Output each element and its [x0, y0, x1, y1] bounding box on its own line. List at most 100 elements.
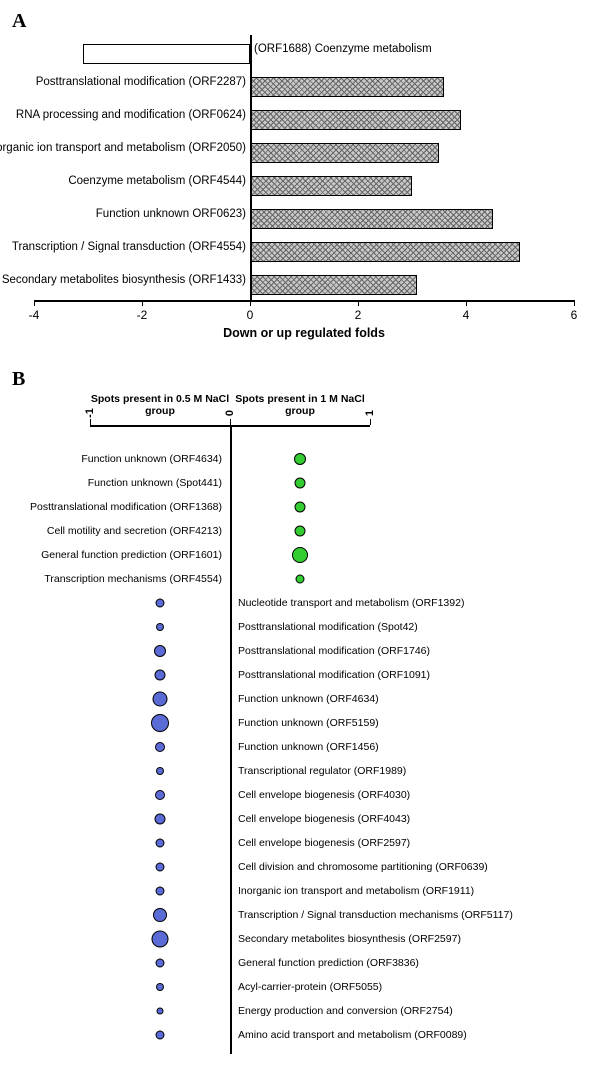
- dot-row: Nucleotide transport and metabolism (ORF…: [30, 592, 570, 614]
- bar: [250, 143, 439, 163]
- x-tick-label: 4: [463, 308, 470, 322]
- x-tick: [358, 300, 359, 306]
- dot-row: Function unknown (ORF4634): [30, 448, 570, 470]
- bar-label: Posttranslational modification (ORF2287): [36, 76, 246, 88]
- bar-row: RNA processing and modification (ORF0624…: [30, 106, 570, 134]
- dot: [153, 908, 167, 922]
- dot-label: Function unknown (Spot441): [88, 477, 222, 489]
- bar-label: RNA processing and modification (ORF0624…: [16, 109, 246, 121]
- dot-label: Inorganic ion transport and metabolism (…: [238, 885, 474, 897]
- dot: [155, 790, 165, 800]
- bar: [250, 209, 493, 229]
- dot-label: Transcription / Signal transduction mech…: [238, 909, 513, 921]
- x-tick: [142, 300, 143, 306]
- bar: [250, 110, 461, 130]
- top-tick: [90, 419, 91, 425]
- dot: [296, 575, 305, 584]
- dot-label: Nucleotide transport and metabolism (ORF…: [238, 597, 464, 609]
- dot-row: Transcription / Signal transduction mech…: [30, 904, 570, 926]
- x-tick-label: 2: [355, 308, 362, 322]
- dot-label: Transcriptional regulator (ORF1989): [238, 765, 406, 777]
- dot-row: Cell division and chromosome partitionin…: [30, 856, 570, 878]
- bar-label: Function unknown ORF0623): [96, 208, 246, 220]
- top-tick-label: 0: [224, 410, 236, 416]
- bar-label: Secondary metabolites biosynthesis (ORF1…: [2, 274, 246, 286]
- dot-label: Function unknown (ORF4634): [81, 453, 222, 465]
- dot-row: Function unknown (Spot441): [30, 472, 570, 494]
- bar-label: Inorganic ion transport and metabolism (…: [0, 142, 246, 154]
- panel-b: B Spots present in 0.5 M NaCl groupSpots…: [10, 368, 590, 1068]
- dot-row: Function unknown (ORF5159): [30, 712, 570, 734]
- bar: [250, 275, 417, 295]
- x-tick: [466, 300, 467, 306]
- bar-row: Inorganic ion transport and metabolism (…: [30, 139, 570, 167]
- header-right: Spots present in 1 M NaCl group: [225, 393, 375, 417]
- dot: [156, 767, 164, 775]
- dot-label: Energy production and conversion (ORF275…: [238, 1005, 453, 1017]
- dot-row: Secondary metabolites biosynthesis (ORF2…: [30, 928, 570, 950]
- dot: [292, 547, 308, 563]
- dot: [151, 714, 169, 732]
- dot-row: Posttranslational modification (ORF1091): [30, 664, 570, 686]
- dot-row: Posttranslational modification (ORF1368): [30, 496, 570, 518]
- panel-b-label: B: [12, 368, 25, 391]
- dot-label: Cell envelope biogenesis (ORF4030): [238, 789, 410, 801]
- dot-label: Function unknown (ORF4634): [238, 693, 379, 705]
- dot: [155, 670, 166, 681]
- dot: [154, 645, 166, 657]
- bar-row: Coenzyme metabolism (ORF4544): [30, 172, 570, 200]
- dot: [156, 959, 165, 968]
- dot-row: Cell envelope biogenesis (ORF2597): [30, 832, 570, 854]
- dot-row: General function prediction (ORF1601): [30, 544, 570, 566]
- x-tick: [34, 300, 35, 306]
- zero-line: [250, 35, 252, 300]
- bar: [250, 176, 412, 196]
- x-axis: [34, 300, 574, 302]
- x-tick-label: -2: [137, 308, 148, 322]
- dot-row: Transcription mechanisms (ORF4554): [30, 568, 570, 590]
- dot: [295, 502, 306, 513]
- dot-label: General function prediction (ORF3836): [238, 957, 419, 969]
- bar-row: Secondary metabolites biosynthesis (ORF1…: [30, 271, 570, 299]
- x-axis-label: Down or up regulated folds: [223, 326, 385, 340]
- dot: [156, 983, 164, 991]
- chart-a-area: (ORF1688) Coenzyme metabolismPosttransla…: [30, 35, 570, 305]
- chart-b-area: Spots present in 0.5 M NaCl groupSpots p…: [30, 393, 570, 1053]
- dot: [156, 863, 165, 872]
- x-tick: [250, 300, 251, 306]
- dot-row: Amino acid transport and metabolism (ORF…: [30, 1024, 570, 1046]
- bar: [83, 44, 250, 64]
- dot-label: Acyl-carrier-protein (ORF5055): [238, 981, 382, 993]
- dot-label: Function unknown (ORF1456): [238, 741, 379, 753]
- dot-row: Cell envelope biogenesis (ORF4043): [30, 808, 570, 830]
- dot: [295, 478, 306, 489]
- dot: [156, 839, 165, 848]
- dot-row: Cell motility and secretion (ORF4213): [30, 520, 570, 542]
- x-tick-label: 6: [571, 308, 578, 322]
- dot: [156, 887, 165, 896]
- dot: [152, 931, 169, 948]
- header-left: Spots present in 0.5 M NaCl group: [85, 393, 235, 417]
- dot-label: Amino acid transport and metabolism (ORF…: [238, 1029, 467, 1041]
- dot-label: Posttranslational modification (ORF1746): [238, 645, 430, 657]
- dot-row: Function unknown (ORF4634): [30, 688, 570, 710]
- bar-label: Transcription / Signal transduction (ORF…: [12, 241, 246, 253]
- dot-label: Secondary metabolites biosynthesis (ORF2…: [238, 933, 461, 945]
- x-tick-label: 0: [247, 308, 254, 322]
- dot-row: Inorganic ion transport and metabolism (…: [30, 880, 570, 902]
- bar-row: Posttranslational modification (ORF2287): [30, 73, 570, 101]
- dot-row: Function unknown (ORF1456): [30, 736, 570, 758]
- dot-label: Cell motility and secretion (ORF4213): [47, 525, 222, 537]
- bar-row: Function unknown ORF0623): [30, 205, 570, 233]
- dot: [295, 526, 306, 537]
- dot: [156, 1031, 165, 1040]
- dot-label: Posttranslational modification (ORF1368): [30, 501, 222, 513]
- panel-a-label: A: [12, 10, 26, 33]
- top-tick: [370, 419, 371, 425]
- dot-label: Cell envelope biogenesis (ORF2597): [238, 837, 410, 849]
- bar: [250, 242, 520, 262]
- dot-row: Energy production and conversion (ORF275…: [30, 1000, 570, 1022]
- dot: [156, 623, 164, 631]
- dot-row: Acyl-carrier-protein (ORF5055): [30, 976, 570, 998]
- bar: [250, 77, 444, 97]
